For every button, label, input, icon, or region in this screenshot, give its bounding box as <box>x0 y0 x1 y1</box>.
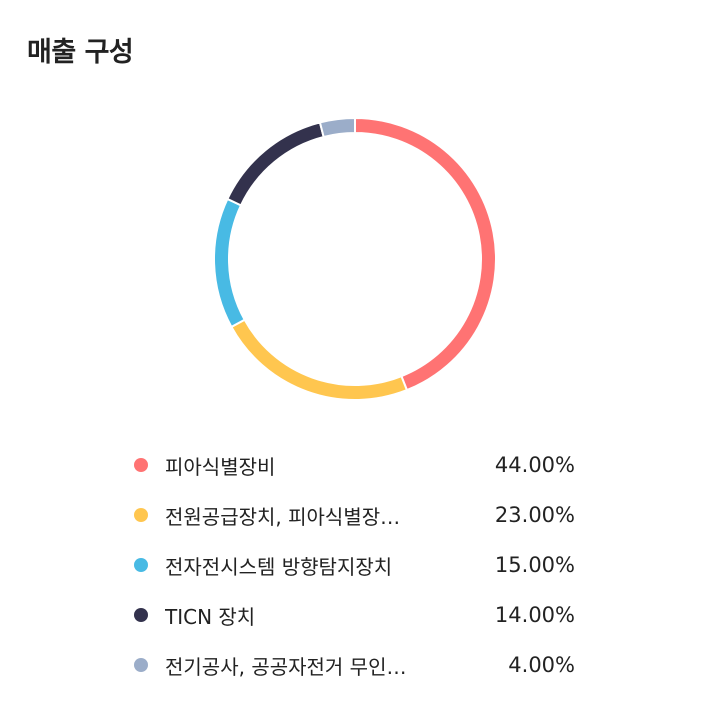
donut-slice-4[interactable] <box>226 121 325 207</box>
legend-dot-icon <box>134 658 148 672</box>
legend-value: 23.00% <box>494 503 575 527</box>
legend-item[interactable]: 전원공급장치, 피아식별장… 23.00% <box>131 490 579 540</box>
legend-label: 전원공급장치, 피아식별장… <box>165 504 401 529</box>
legend-label: 피아식별장비 <box>165 454 276 479</box>
chart-legend: 피아식별장비 44.00% 전원공급장치, 피아식별장… 23.00% 전자전시스템 방… <box>131 440 579 690</box>
donut-slice-3[interactable] <box>213 197 246 329</box>
donut-slice-2[interactable] <box>230 318 409 401</box>
legend-dot-icon <box>134 508 148 522</box>
legend-item[interactable]: 전자전시스템 방향탐지장치 15.00% <box>131 540 579 590</box>
legend-value: 14.00% <box>494 603 575 627</box>
legend-label: TICN 장치 <box>165 604 256 629</box>
legend-label: 전기공사, 공공자전거 무인… <box>165 654 407 679</box>
legend-label: 전자전시스템 방향탐지장치 <box>165 554 393 579</box>
legend-item[interactable]: 피아식별장비 44.00% <box>131 440 579 490</box>
legend-value: 44.00% <box>494 453 575 477</box>
legend-dot-icon <box>134 558 148 572</box>
legend-dot-icon <box>134 608 148 622</box>
donut-slice-1[interactable] <box>354 116 497 392</box>
legend-value: 4.00% <box>508 653 575 677</box>
chart-title: 매출 구성 <box>27 37 134 68</box>
donut-slice-5[interactable] <box>318 116 356 139</box>
legend-item[interactable]: TICN 장치 14.00% <box>131 590 579 640</box>
donut-chart <box>213 116 497 401</box>
legend-value: 15.00% <box>494 553 575 577</box>
legend-item[interactable]: 전기공사, 공공자전거 무인… 4.00% <box>131 640 579 690</box>
legend-dot-icon <box>134 458 148 472</box>
